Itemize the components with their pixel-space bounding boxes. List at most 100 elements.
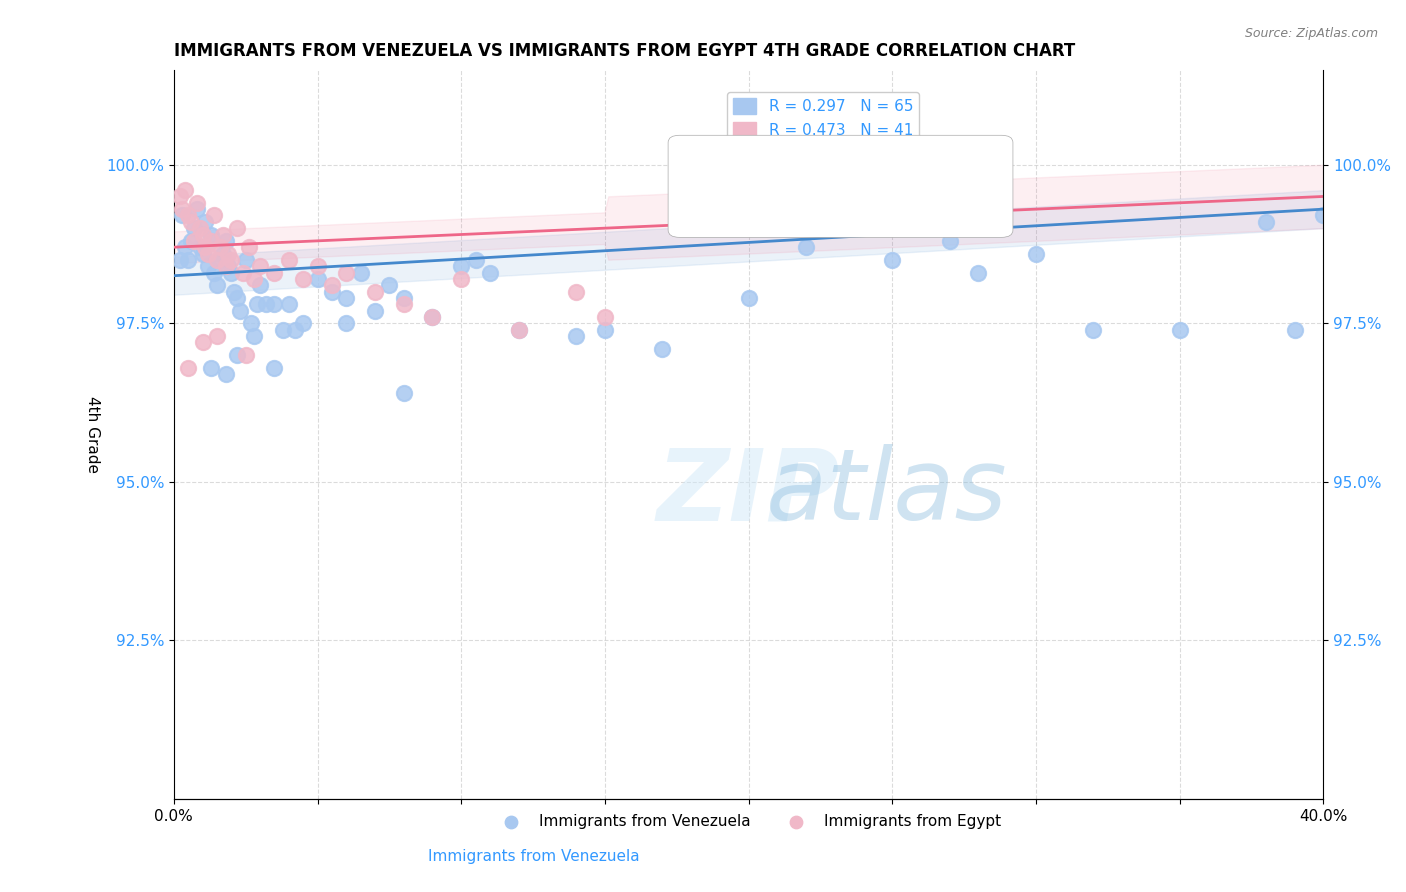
Point (186, 202, 208, 216)
Point (593, 323, 616, 337)
Point (349, 266, 371, 280)
Point (214, 234, 236, 248)
Point (235, 348, 257, 362)
Point (263, 360, 285, 375)
Point (200, 360, 222, 375)
Point (243, 329, 266, 343)
Point (292, 272, 315, 286)
Text: Source: ZipAtlas.com: Source: ZipAtlas.com (1244, 27, 1378, 40)
Point (1254, 215, 1277, 229)
Point (194, 215, 217, 229)
Point (172, 209, 194, 223)
Point (277, 252, 299, 267)
Point (191, 335, 214, 350)
Point (177, 252, 200, 267)
Point (478, 266, 501, 280)
Point (221, 252, 243, 267)
Point (205, 252, 228, 267)
Point (188, 221, 211, 235)
Point (321, 285, 343, 299)
Point (243, 272, 266, 286)
Point (392, 297, 415, 311)
Point (422, 310, 444, 324)
Point (321, 278, 343, 293)
Point (450, 259, 472, 273)
Point (508, 323, 530, 337)
Point (263, 266, 285, 280)
Point (238, 240, 260, 254)
Point (464, 252, 486, 267)
Point (200, 234, 222, 248)
Point (271, 323, 294, 337)
Point (1284, 323, 1306, 337)
Point (967, 266, 990, 280)
Point (169, 252, 191, 267)
Point (172, 202, 194, 216)
Point (392, 386, 415, 401)
Point (1312, 209, 1334, 223)
Point (794, 240, 817, 254)
Point (197, 259, 219, 273)
Point (226, 291, 249, 305)
Point (217, 246, 239, 260)
Point (232, 266, 254, 280)
Point (1083, 323, 1105, 337)
Point (277, 297, 299, 311)
Y-axis label: 4th Grade: 4th Grade (86, 396, 100, 473)
Point (508, 323, 530, 337)
Point (202, 209, 225, 223)
Point (263, 297, 285, 311)
Point (938, 234, 960, 248)
Legend: Immigrants from Venezuela, Immigrants from Egypt: Immigrants from Venezuela, Immigrants fr… (491, 808, 1007, 835)
Point (197, 246, 219, 260)
Point (177, 209, 200, 223)
Point (335, 291, 357, 305)
Point (200, 227, 222, 242)
Point (177, 360, 200, 375)
Point (208, 240, 231, 254)
Point (249, 278, 271, 293)
Point (174, 240, 197, 254)
Point (191, 246, 214, 260)
Point (335, 266, 357, 280)
Point (183, 234, 205, 248)
Point (208, 252, 231, 267)
Point (205, 278, 228, 293)
Point (565, 329, 588, 343)
Point (254, 297, 277, 311)
Point (240, 316, 263, 330)
Point (180, 215, 202, 229)
Point (335, 316, 357, 330)
Point (1168, 323, 1191, 337)
Point (224, 285, 246, 299)
Point (205, 329, 228, 343)
Point (307, 272, 329, 286)
Point (292, 316, 315, 330)
Point (1025, 246, 1047, 260)
Point (737, 291, 759, 305)
Point (651, 342, 673, 356)
Point (188, 240, 211, 254)
Point (174, 183, 197, 197)
Point (183, 221, 205, 235)
Point (593, 310, 616, 324)
Point (229, 303, 252, 318)
FancyBboxPatch shape (668, 136, 1012, 237)
Point (249, 259, 271, 273)
Point (217, 259, 239, 273)
Point (221, 266, 243, 280)
Point (422, 310, 444, 324)
Point (180, 234, 202, 248)
Point (226, 348, 249, 362)
Point (214, 367, 236, 381)
Text: ZIP: ZIP (657, 444, 839, 541)
Point (246, 297, 269, 311)
Point (214, 259, 236, 273)
Text: Immigrants from Venezuela: Immigrants from Venezuela (429, 849, 640, 863)
Point (364, 303, 387, 318)
Point (307, 259, 329, 273)
Point (364, 285, 387, 299)
Text: IMMIGRANTS FROM VENEZUELA VS IMMIGRANTS FROM EGYPT 4TH GRADE CORRELATION CHART: IMMIGRANTS FROM VENEZUELA VS IMMIGRANTS … (174, 42, 1076, 60)
Point (211, 227, 233, 242)
Point (882, 252, 904, 267)
